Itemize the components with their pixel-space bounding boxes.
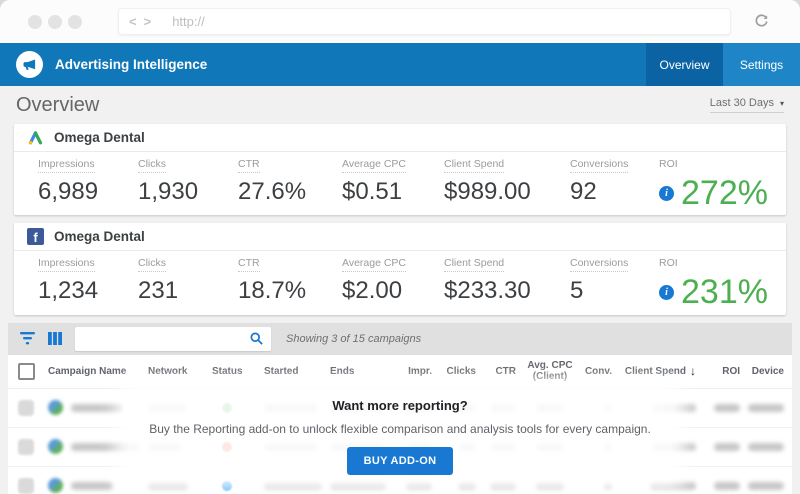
summary-cards: Omega Dental Impressions 6,989 Clicks 1,…: [0, 124, 800, 315]
row-checkbox[interactable]: [18, 478, 34, 494]
browser-window: < > http:// Advertising Intelligence Ove…: [0, 0, 800, 494]
column-ends[interactable]: Ends: [326, 366, 390, 377]
window-control-dot[interactable]: [28, 15, 42, 29]
megaphone-logo-icon: [16, 51, 43, 78]
column-client-spend[interactable]: Client Spend ↓: [616, 364, 700, 378]
redacted-cell: [148, 482, 188, 490]
url-bar[interactable]: < > http://: [118, 8, 731, 35]
column-impressions[interactable]: Impr.: [390, 366, 436, 377]
redacted-cell: [490, 482, 516, 490]
upsell-overlay: Want more reporting? Buy the Reporting a…: [0, 392, 800, 477]
column-started[interactable]: Started: [260, 366, 326, 377]
redacted-cell: [536, 482, 564, 490]
card-header: f Omega Dental: [14, 223, 786, 251]
column-ctr[interactable]: CTR: [480, 366, 520, 377]
column-network[interactable]: Network: [144, 366, 208, 377]
card-metrics: Impressions 1,234 Clicks 231 CTR 18.7% A…: [14, 251, 786, 314]
info-icon[interactable]: i: [659, 285, 674, 300]
status-dot: [222, 481, 232, 491]
tab-settings[interactable]: Settings: [723, 43, 800, 86]
window-control-dot[interactable]: [68, 15, 82, 29]
summary-card-google: Omega Dental Impressions 6,989 Clicks 1,…: [14, 124, 786, 215]
metric-average-cpc: Average CPC $0.51: [342, 158, 444, 209]
network-icon: [48, 478, 63, 493]
google-adwords-icon: [27, 129, 44, 146]
date-range-value: Last 30 Days: [710, 97, 774, 109]
redacted-cell: [458, 482, 476, 490]
buy-add-on-button[interactable]: BUY ADD-ON: [347, 447, 454, 475]
redacted-cell: [71, 482, 113, 490]
column-avg-cpc-client[interactable]: Avg. CPC (Client): [520, 360, 580, 382]
results-count: Showing 3 of 15 campaigns: [286, 333, 421, 345]
brand: Advertising Intelligence: [0, 43, 646, 86]
metric-clicks: Clicks 231: [138, 257, 238, 308]
summary-card-facebook: f Omega Dental Impressions 1,234 Clicks …: [14, 223, 786, 314]
redacted-cell: [650, 482, 696, 490]
forward-icon[interactable]: >: [144, 14, 152, 29]
card-header: Omega Dental: [14, 124, 786, 152]
search-icon[interactable]: [249, 331, 264, 346]
sort-descending-icon: ↓: [690, 364, 696, 378]
search-box: [75, 327, 271, 351]
metric-client-spend: Client Spend $233.30: [444, 257, 570, 308]
url-text: http://: [172, 14, 205, 29]
redacted-cell: [748, 482, 784, 490]
upsell-description: Buy the Reporting add-on to unlock flexi…: [149, 422, 651, 436]
roi-value: 272%: [681, 177, 768, 209]
window-control-dot[interactable]: [48, 15, 62, 29]
info-icon[interactable]: i: [659, 186, 674, 201]
metric-impressions: Impressions 6,989: [38, 158, 138, 209]
metric-roi: ROI i 231%: [659, 257, 768, 308]
metric-roi: ROI i 272%: [659, 158, 768, 209]
page-title: Overview: [16, 94, 710, 117]
roi-value: 231%: [681, 276, 768, 308]
refresh-icon[interactable]: [753, 13, 770, 30]
column-roi[interactable]: ROI: [700, 366, 744, 377]
redacted-cell: [264, 482, 322, 490]
campaign-search-input[interactable]: [75, 327, 249, 351]
facebook-icon: f: [27, 228, 44, 245]
date-range-dropdown[interactable]: Last 30 Days ▾: [710, 97, 784, 113]
select-all-checkbox[interactable]: [18, 363, 35, 380]
metric-conversions: Conversions 5: [570, 257, 659, 308]
filter-icon[interactable]: [20, 332, 35, 345]
account-name: Omega Dental: [54, 229, 145, 244]
tab-overview[interactable]: Overview: [646, 43, 723, 86]
metric-average-cpc: Average CPC $2.00: [342, 257, 444, 308]
column-campaign-name[interactable]: Campaign Name: [44, 366, 144, 377]
metric-impressions: Impressions 1,234: [38, 257, 138, 308]
metric-clicks: Clicks 1,930: [138, 158, 238, 209]
card-metrics: Impressions 6,989 Clicks 1,930 CTR 27.6%…: [14, 152, 786, 215]
metric-client-spend: Client Spend $989.00: [444, 158, 570, 209]
redacted-cell: [406, 482, 432, 490]
metric-ctr: CTR 18.7%: [238, 257, 342, 308]
table-header-row: Campaign Name Network Status Started End…: [8, 355, 792, 389]
table-toolbar: Showing 3 of 15 campaigns: [8, 323, 792, 355]
metric-ctr: CTR 27.6%: [238, 158, 342, 209]
chevron-down-icon: ▾: [780, 99, 784, 108]
columns-icon[interactable]: [48, 332, 62, 345]
window-controls: [28, 15, 82, 29]
page-head: Overview Last 30 Days ▾: [0, 86, 800, 124]
column-conversions[interactable]: Conv.: [580, 366, 616, 377]
app-navbar: Advertising Intelligence Overview Settin…: [0, 43, 800, 86]
column-status[interactable]: Status: [208, 366, 260, 377]
back-icon[interactable]: <: [129, 14, 137, 29]
column-clicks[interactable]: Clicks: [436, 366, 480, 377]
browser-chrome: < > http://: [0, 0, 800, 43]
metric-conversions: Conversions 92: [570, 158, 659, 209]
redacted-cell: [604, 482, 612, 490]
column-device[interactable]: Device: [744, 366, 792, 377]
redacted-cell: [330, 482, 386, 490]
redacted-cell: [714, 482, 740, 490]
app-title: Advertising Intelligence: [55, 57, 207, 72]
account-name: Omega Dental: [54, 130, 145, 145]
upsell-title: Want more reporting?: [332, 398, 467, 413]
